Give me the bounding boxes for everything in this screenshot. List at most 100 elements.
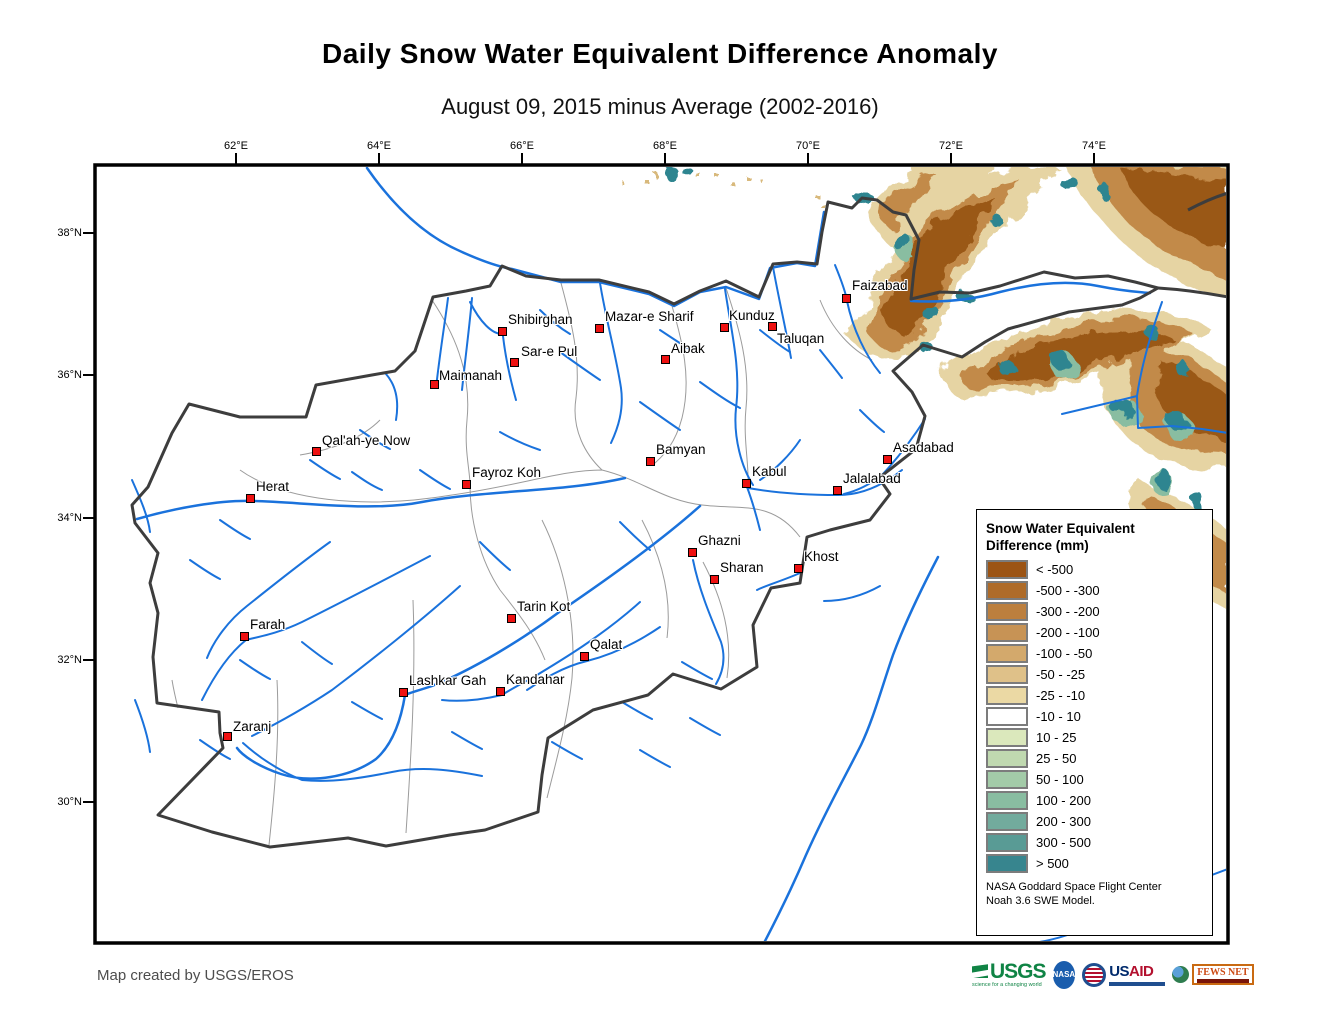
city-label: Fayroz Koh (472, 465, 542, 480)
city-marker (710, 575, 719, 584)
lon-tick-mark (1093, 153, 1095, 165)
city-marker (842, 294, 851, 303)
city-marker (246, 494, 255, 503)
city-marker (661, 355, 670, 364)
usgs-flag-icon (972, 964, 988, 979)
legend-item-label: -500 - -300 (1036, 583, 1100, 598)
partner-logos: USGS science for a changing world NASA U… (972, 951, 1254, 998)
legend-item-label: 50 - 100 (1036, 772, 1084, 787)
city-label: Shibirghan (508, 312, 573, 327)
city-marker (498, 327, 507, 336)
globe-icon (1172, 966, 1190, 983)
city-label: Asadabad (893, 440, 954, 455)
legend-swatch (986, 791, 1028, 810)
city-marker (646, 457, 655, 466)
legend-row: -50 - -25 (986, 664, 1204, 685)
city-marker (688, 548, 697, 557)
city-marker (240, 632, 249, 641)
legend-row: -25 - -10 (986, 685, 1204, 706)
legend-row: -100 - -50 (986, 643, 1204, 664)
lat-tick-mark (83, 516, 95, 519)
lon-tick-label: 74°E (1082, 140, 1106, 152)
city-label: Bamyan (656, 442, 706, 457)
legend-row: -10 - 10 (986, 706, 1204, 727)
city-marker (768, 322, 777, 331)
city-marker (720, 323, 729, 332)
lat-tick-mark (83, 801, 95, 803)
page-title: Daily Snow Water Equivalent Difference A… (322, 38, 998, 69)
nasa-logo: NASA (1052, 960, 1076, 989)
map-credit: Map created by USGS/EROS (97, 967, 294, 984)
city-label: Qal'ah-ye Now (322, 433, 411, 448)
city-label: Kandahar (506, 672, 565, 687)
page-subtitle: August 09, 2015 minus Average (2002-2016… (441, 94, 879, 119)
city-label: Mazar-e Sharif (605, 309, 694, 324)
legend-swatch (986, 812, 1028, 831)
legend-row: 50 - 100 (986, 769, 1204, 790)
legend-item-label: -300 - -200 (1036, 604, 1100, 619)
legend-item-label: -10 - 10 (1036, 709, 1081, 724)
legend: Snow Water Equivalent Difference (mm) < … (976, 509, 1213, 936)
city-label: Ghazni (698, 533, 741, 548)
legend-row: < -500 (986, 559, 1204, 580)
legend-row: -500 - -300 (986, 580, 1204, 601)
legend-swatch (986, 665, 1028, 684)
city-label: Taluqan (777, 331, 825, 346)
lat-tick-label: 38°N (57, 227, 82, 239)
legend-swatch (986, 560, 1028, 579)
legend-source: NASA Goddard Space Flight Center Noah 3.… (986, 881, 1162, 907)
usaid-logo: USAID (1082, 962, 1166, 987)
lon-tick-mark (664, 153, 666, 165)
legend-item-label: -100 - -50 (1036, 646, 1093, 661)
legend-item-label: -200 - -100 (1036, 625, 1100, 640)
lon-tick-label: 62°E (224, 140, 248, 152)
city-label: Jalalabad (843, 471, 901, 486)
city-marker (595, 324, 604, 333)
lon-tick-mark (807, 153, 809, 165)
legend-item-label: 300 - 500 (1036, 835, 1091, 850)
city-marker (580, 652, 589, 661)
legend-item-label: -25 - -10 (1036, 688, 1086, 703)
lon-tick-mark (235, 153, 237, 165)
usaid-emblem-icon (1082, 962, 1107, 987)
city-marker (399, 688, 408, 697)
legend-title: Snow Water Equivalent Difference (mm) (986, 521, 1135, 553)
city-marker (883, 455, 892, 464)
lon-tick-mark (950, 153, 952, 165)
lat-tick-label: 30°N (57, 796, 82, 808)
legend-row: 10 - 25 (986, 727, 1204, 748)
legend-row: -300 - -200 (986, 601, 1204, 622)
legend-item-label: 25 - 50 (1036, 751, 1077, 766)
legend-item-label: 10 - 25 (1036, 730, 1077, 745)
city-label: Faizabad (852, 278, 908, 293)
legend-rows: < -500 -500 - -300 -300 - -200 -200 - -100 -… (986, 559, 1204, 874)
lon-tick-label: 64°E (367, 140, 391, 152)
legend-swatch (986, 581, 1028, 600)
city-marker (430, 380, 439, 389)
lon-tick-mark (378, 153, 380, 165)
city-marker (223, 732, 232, 741)
map-frame (93, 163, 1230, 945)
city-label: Farah (250, 617, 286, 632)
legend-row: -200 - -100 (986, 622, 1204, 643)
city-marker (742, 479, 751, 488)
city-label: Kunduz (729, 308, 775, 323)
lat-tick-label: 36°N (57, 369, 82, 382)
legend-row: > 500 (986, 853, 1204, 874)
legend-swatch (986, 728, 1028, 747)
city-marker (833, 486, 842, 495)
city-label: Maimanah (439, 368, 503, 383)
lat-tick-mark (83, 232, 95, 234)
lon-tick-label: 66°E (510, 140, 534, 152)
legend-swatch (986, 833, 1028, 852)
lon-tick-mark (521, 153, 523, 165)
city-label: Kabul (752, 464, 787, 479)
city-marker (462, 480, 471, 489)
city-label: Lashkar Gah (409, 673, 487, 688)
city-label: Sar-e Pul (521, 344, 578, 359)
fewsnet-logo: FEWS NET (1172, 964, 1254, 985)
city-marker (312, 447, 321, 456)
legend-item-label: 100 - 200 (1036, 793, 1091, 808)
lat-tick-mark (83, 374, 95, 377)
